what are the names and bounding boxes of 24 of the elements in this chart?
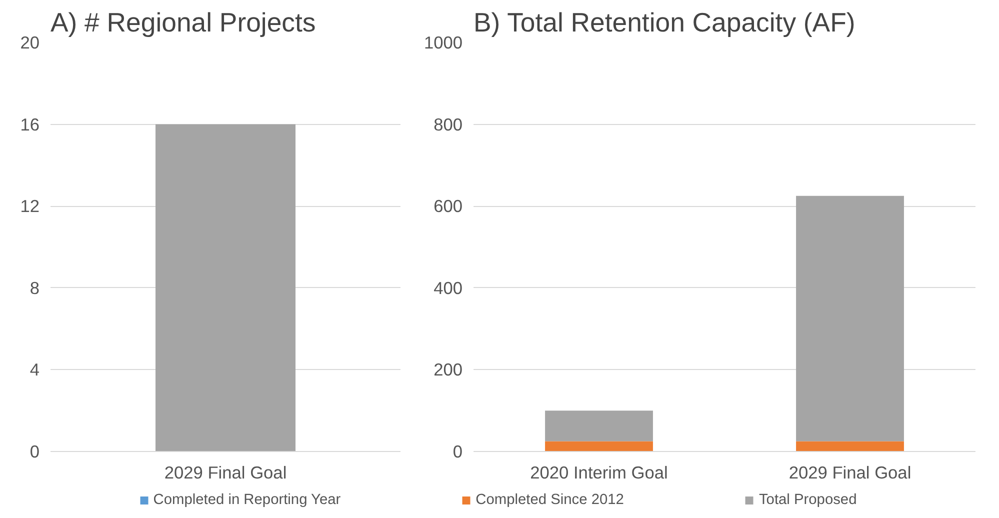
x-tick-label: 2029 Final Goal — [788, 462, 912, 482]
x-tick-label: 2020 Interim Goal — [530, 462, 668, 482]
legend-label: Completed in Reporting Year — [153, 492, 341, 508]
y-tick-label: 0 — [452, 442, 463, 462]
x-tick-label: 2029 Final Goal — [164, 462, 287, 482]
bar — [796, 441, 904, 452]
y-tick-label: 800 — [434, 114, 463, 134]
y-tick-label: 200 — [434, 360, 463, 380]
y-tick-label: 0 — [30, 442, 40, 462]
chart-title: A) # Regional Projects — [50, 8, 316, 38]
y-tick-label: 1000 — [424, 32, 463, 52]
bar — [545, 410, 653, 442]
y-tick-label: 8 — [30, 278, 40, 298]
bar — [796, 196, 904, 442]
chart-title: B) Total Retention Capacity (AF) — [474, 8, 856, 38]
y-tick-label: 12 — [20, 196, 40, 216]
legend-label: Total Proposed — [758, 492, 857, 508]
y-tick-label: 4 — [30, 360, 40, 380]
y-tick-label: 400 — [434, 278, 463, 298]
y-tick-label: 600 — [434, 196, 463, 216]
y-tick-label: 20 — [20, 32, 40, 52]
legend-label: Completed Since 2012 — [476, 492, 624, 508]
y-tick-label: 16 — [20, 114, 40, 134]
bar — [545, 441, 653, 452]
